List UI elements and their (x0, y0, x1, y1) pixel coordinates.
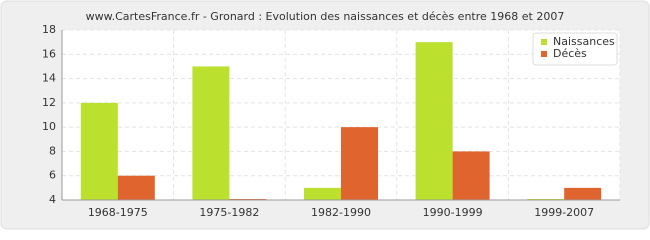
y-tick-label: 10 (42, 120, 56, 133)
legend-swatch (541, 51, 547, 57)
bar (192, 66, 230, 200)
y-tick-label: 12 (42, 96, 56, 109)
x-tick-label: 1975-1982 (199, 206, 259, 219)
y-tick-label: 16 (42, 47, 56, 60)
y-tick-label: 4 (49, 193, 56, 206)
legend-box (532, 32, 618, 66)
y-tick-label: 8 (49, 144, 56, 157)
bar (304, 187, 341, 200)
legend-label: Naissances (553, 35, 615, 48)
bar (80, 102, 118, 200)
bar (117, 175, 155, 200)
bar (341, 127, 378, 200)
x-tick-label: 1990-1999 (423, 206, 483, 219)
x-tick-label: 1999-2007 (534, 206, 594, 219)
bar (564, 187, 602, 200)
bar (415, 42, 453, 201)
y-tick-label: 6 (49, 169, 56, 182)
legend-label: Décès (553, 47, 587, 60)
x-tick-label: 1982-1990 (311, 206, 371, 219)
y-tick-label: 14 (42, 72, 56, 85)
legend-swatch (541, 39, 547, 45)
chart-title: www.CartesFrance.fr - Gronard : Evolutio… (86, 10, 565, 23)
y-tick-label: 18 (42, 23, 56, 36)
x-tick-label: 1968-1975 (88, 206, 148, 219)
bar (452, 151, 490, 200)
chart: www.CartesFrance.fr - Gronard : Evolutio… (0, 0, 650, 230)
